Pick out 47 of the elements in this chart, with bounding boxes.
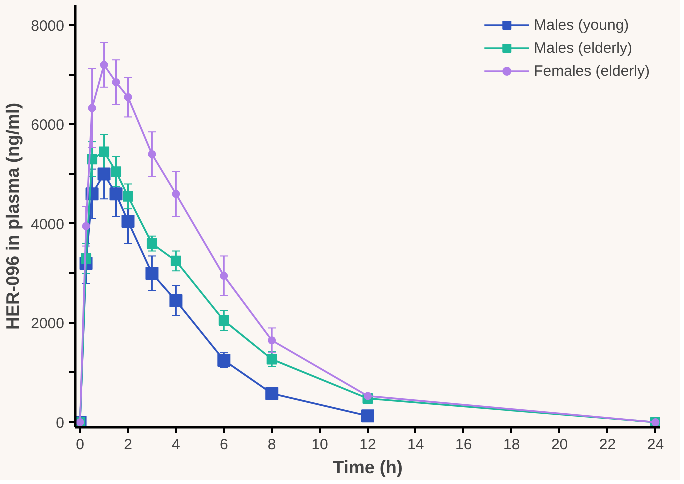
x-tick-label: 20 [551, 436, 568, 454]
point [124, 93, 132, 102]
point [170, 256, 182, 266]
point [362, 410, 374, 423]
y-tick-label: 2000 [31, 316, 65, 333]
point [364, 392, 372, 400]
x-tick-label: 0 [76, 436, 84, 454]
point [98, 168, 111, 181]
x-tick-label: 12 [360, 436, 376, 454]
x-tick-label: 10 [312, 436, 328, 454]
point [111, 166, 122, 178]
x-tick-label: 22 [599, 436, 616, 454]
legend-label: Males (elderly) [534, 40, 632, 56]
x-axis-title: Time (h) [333, 458, 403, 478]
point [99, 146, 110, 158]
point [170, 294, 183, 308]
point [146, 267, 159, 280]
y-tick-label: 0 [56, 415, 64, 432]
x-tick-label: 4 [172, 436, 180, 454]
x-tick-label: 2 [124, 436, 132, 454]
legend-label: Females (elderly) [534, 62, 650, 80]
point [122, 191, 134, 202]
point [88, 104, 96, 112]
point [100, 61, 108, 70]
point [268, 336, 276, 345]
point [218, 316, 230, 326]
legend-label: Males (young) [534, 16, 630, 34]
y-tick-label: 8000 [31, 18, 65, 35]
x-tick-label: 16 [456, 436, 472, 454]
x-tick-label: 14 [408, 436, 424, 454]
y-tick-label: 6000 [31, 117, 65, 134]
point [266, 354, 278, 365]
x-tick-label: 18 [504, 436, 520, 454]
y-tick-label: 4000 [31, 216, 65, 234]
point [172, 190, 180, 198]
x-tick-label: 24 [647, 436, 664, 454]
point [82, 222, 90, 230]
y-axis-title: HER-096 in plasma (ng/ml) [3, 102, 24, 330]
point [220, 272, 228, 280]
point [146, 238, 158, 250]
point [148, 150, 156, 158]
point [266, 387, 279, 400]
point [112, 78, 120, 86]
point [110, 188, 123, 201]
x-tick-label: 8 [268, 436, 276, 454]
x-tick-label: 6 [220, 436, 228, 454]
point [122, 214, 135, 228]
